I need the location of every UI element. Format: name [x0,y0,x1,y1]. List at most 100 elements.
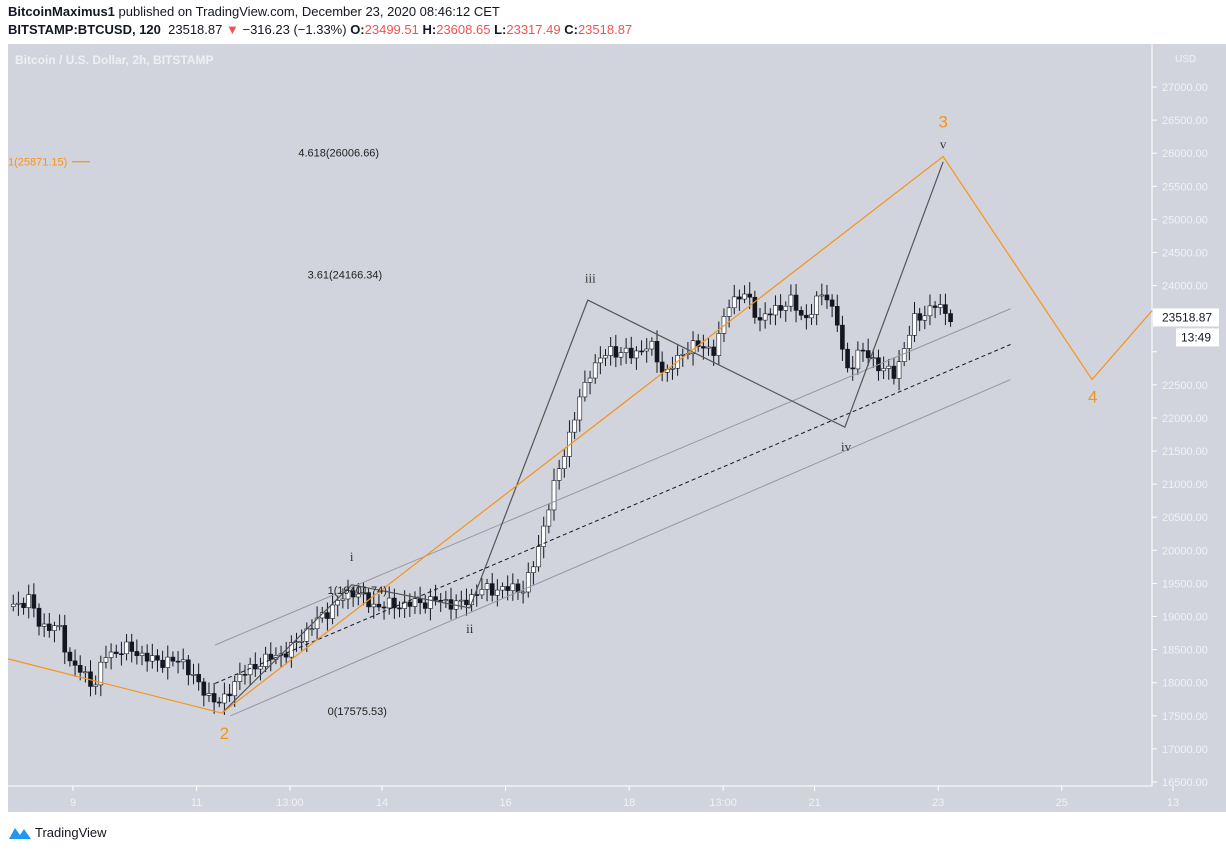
price-tick-label: 26000.00 [1162,148,1208,160]
brand-name: TradingView [35,824,107,840]
candle-body [603,355,608,359]
candle-body [62,625,68,653]
candle-body [335,600,341,606]
candle-body [57,625,62,627]
candle-body [381,606,387,609]
tradingview-logo-icon [9,828,31,839]
candle-body [41,623,47,627]
candle-body [680,353,686,356]
author[interactable]: BitcoinMaximus1 [8,4,115,19]
price-tick-label: 21500.00 [1162,446,1208,458]
target-label: 1(25871.15) [8,157,67,169]
candle-body [180,659,186,663]
candle-body [443,599,449,601]
candle-body [747,293,753,298]
fib-level-label: 3.61(24166.34) [308,270,383,282]
candle-body [386,597,392,609]
candle-body [211,693,217,703]
candle-body [206,693,212,696]
candle-body [762,313,768,321]
chart-area[interactable] [8,44,1226,812]
candle-body [912,313,917,336]
fib-level-label: 0(17575.53) [328,706,387,718]
footer-brand[interactable]: TradingView [8,824,107,840]
candle-body [36,607,42,627]
candle-body [613,346,619,358]
candle-body [175,660,181,663]
time-tick-label: 21 [808,797,820,809]
candle-body [186,659,191,676]
candle-body [670,367,675,370]
candle-body [701,346,706,349]
candle-body [422,602,428,609]
candle-body [937,304,943,308]
candle-body [155,655,160,661]
time-tick-label: 25 [1056,797,1068,809]
wave-label-v: v [940,137,947,152]
candle-body [850,367,856,370]
candle-body [546,509,552,527]
candle-body [865,350,871,359]
candle-body [587,377,593,383]
candle-body [520,591,526,594]
last-price: 23518.87 [168,22,223,37]
candle-body [124,641,129,655]
candle-body [845,348,850,369]
candle-body [901,348,907,362]
candle-body [500,586,505,591]
time-tick-label: 18 [623,797,635,809]
candle-body [860,349,866,352]
candle-body [706,346,711,349]
candle-body [598,357,603,364]
candle-body [716,333,722,356]
low-value: 23317.49 [506,22,561,37]
close-label: C: [564,22,578,37]
candle-body [216,701,222,704]
price-tick-label: 20500.00 [1162,512,1208,524]
candle-body [340,598,346,601]
candle-body [922,315,928,321]
time-tick-label: 13 [1167,797,1179,809]
candle-body [103,657,109,663]
price-tick-label: 25500.00 [1162,181,1208,193]
currency-label: USD [1175,54,1196,65]
candle-body [464,599,469,606]
candle-body [129,641,135,652]
price-tick-label: 24500.00 [1162,247,1208,259]
candle-body [896,361,902,379]
candle-body [83,671,88,674]
price-tick-label: 19000.00 [1162,612,1208,624]
candle-body [16,602,21,605]
wave-label-3: 3 [938,112,947,131]
candle-body [371,603,377,608]
candle-body [505,586,510,591]
candle-body [232,681,238,697]
candle-body [804,314,809,319]
candle-body [829,299,835,307]
high-label: H: [422,22,437,37]
candle-body [726,307,732,317]
candle-body [459,599,464,602]
candle-body [227,693,232,697]
candle-body [47,623,52,631]
high-value: 23608.65 [436,22,491,37]
price-tick-label: 18000.00 [1162,678,1208,690]
close-value: 23518.87 [577,22,633,37]
candle-body [525,572,531,593]
candle-body [134,651,140,656]
time-tick-label: 9 [70,797,76,809]
candle-body [834,306,840,326]
price-tick-label: 20000.00 [1162,545,1208,557]
price-tick-label: 25000.00 [1162,214,1208,226]
candle-body [618,352,624,358]
down-arrow-icon: ▼ [225,22,239,37]
time-tick-label: 11 [191,797,202,809]
candle-body [881,368,886,372]
candle-body [840,324,845,350]
price-tick-label: 21000.00 [1162,479,1208,491]
time-tick-label: 14 [376,797,388,809]
candle-body [67,651,73,662]
price-tick-label: 17500.00 [1162,711,1208,723]
candle-body [72,660,78,666]
